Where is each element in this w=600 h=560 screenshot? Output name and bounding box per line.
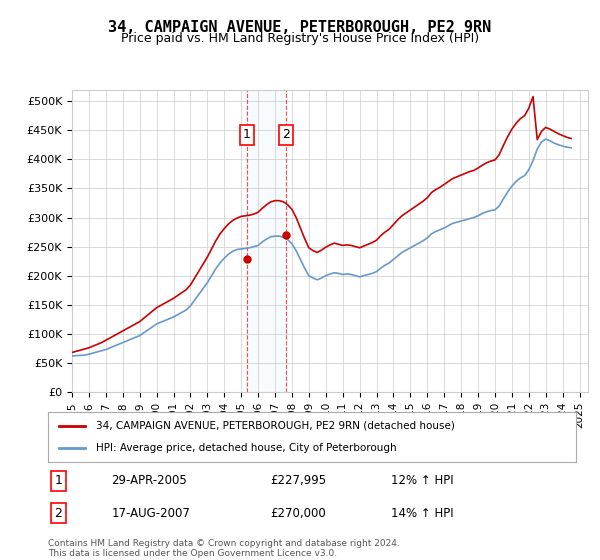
Text: 34, CAMPAIGN AVENUE, PETERBOROUGH, PE2 9RN (detached house): 34, CAMPAIGN AVENUE, PETERBOROUGH, PE2 9… [95, 421, 454, 431]
Text: 14% ↑ HPI: 14% ↑ HPI [391, 507, 454, 520]
Text: HPI: Average price, detached house, City of Peterborough: HPI: Average price, detached house, City… [95, 443, 396, 453]
Text: Price paid vs. HM Land Registry's House Price Index (HPI): Price paid vs. HM Land Registry's House … [121, 32, 479, 45]
Text: Contains HM Land Registry data © Crown copyright and database right 2024.
This d: Contains HM Land Registry data © Crown c… [48, 539, 400, 558]
Text: 2: 2 [55, 507, 62, 520]
Bar [246, 90, 287, 392]
Text: £227,995: £227,995 [270, 474, 326, 487]
Text: £270,000: £270,000 [270, 507, 326, 520]
Text: 2: 2 [282, 128, 290, 142]
Text: 12% ↑ HPI: 12% ↑ HPI [391, 474, 454, 487]
Text: 17-AUG-2007: 17-AUG-2007 [112, 507, 190, 520]
Text: 29-APR-2005: 29-APR-2005 [112, 474, 187, 487]
Text: 1: 1 [55, 474, 62, 487]
Text: 34, CAMPAIGN AVENUE, PETERBOROUGH, PE2 9RN: 34, CAMPAIGN AVENUE, PETERBOROUGH, PE2 9… [109, 20, 491, 35]
Text: 1: 1 [242, 128, 251, 142]
